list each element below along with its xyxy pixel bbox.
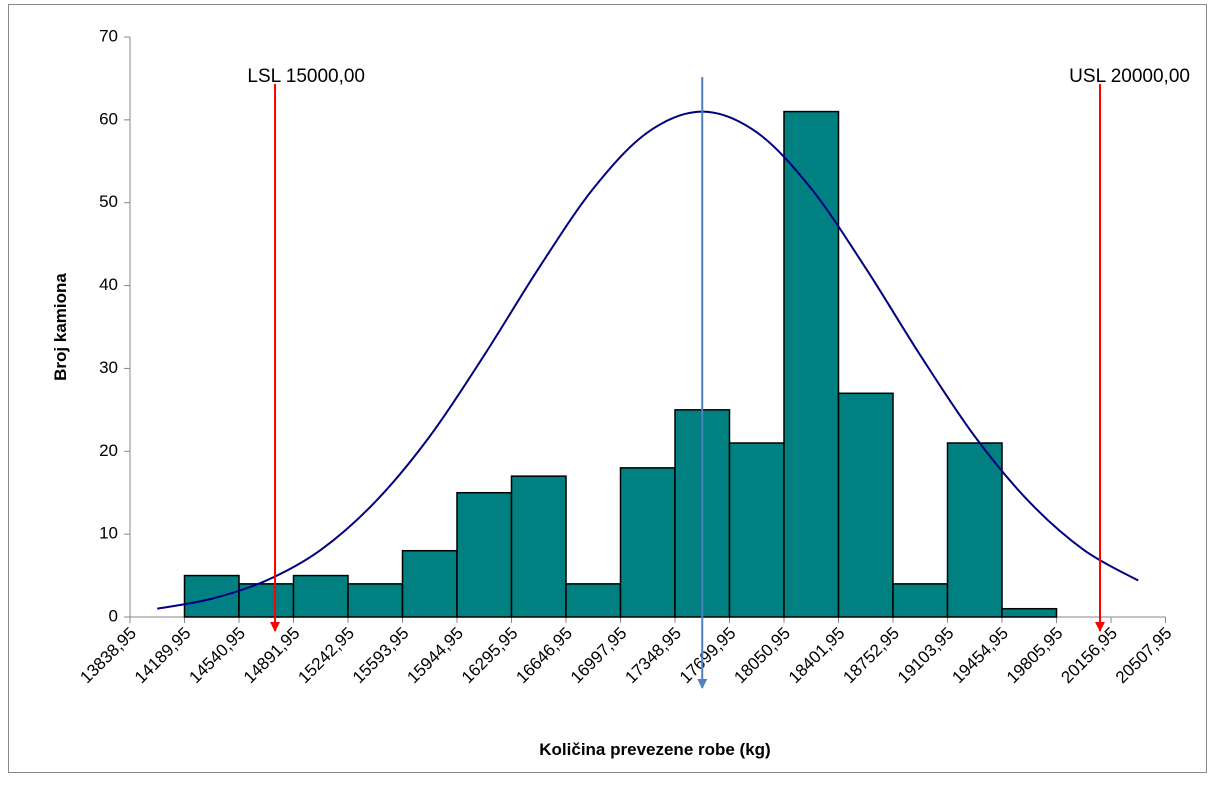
bar — [892, 583, 949, 618]
y-tick-label: 30 — [99, 358, 118, 377]
marker-label: LSL 15000,00 — [247, 66, 365, 87]
y-tick-label: 70 — [99, 26, 118, 45]
y-tick-label: 0 — [109, 606, 118, 625]
bar — [837, 392, 894, 618]
y-tick-label: 40 — [99, 275, 118, 294]
bar — [456, 491, 513, 618]
y-tick-label: 60 — [99, 109, 118, 128]
normal-curve — [157, 110, 1139, 610]
bar — [946, 442, 1003, 618]
y-tick-label: 20 — [99, 441, 118, 460]
bar — [783, 110, 840, 618]
bar — [565, 583, 622, 618]
bar — [728, 442, 785, 618]
y-tick-label: 50 — [99, 192, 118, 211]
bar — [183, 574, 240, 618]
y-axis-title: Broj kamiona — [51, 273, 70, 381]
bar — [510, 475, 567, 618]
x-axis-title: Količina prevezene robe (kg) — [539, 740, 770, 759]
bar — [401, 549, 458, 618]
bar — [1001, 607, 1058, 618]
bar — [238, 583, 295, 618]
bar — [292, 574, 349, 618]
y-tick-label: 10 — [99, 524, 118, 543]
bar — [619, 467, 676, 618]
bar — [347, 583, 404, 618]
chart-border — [8, 4, 1207, 773]
marker-label: USL 20000,00 — [1069, 66, 1190, 87]
